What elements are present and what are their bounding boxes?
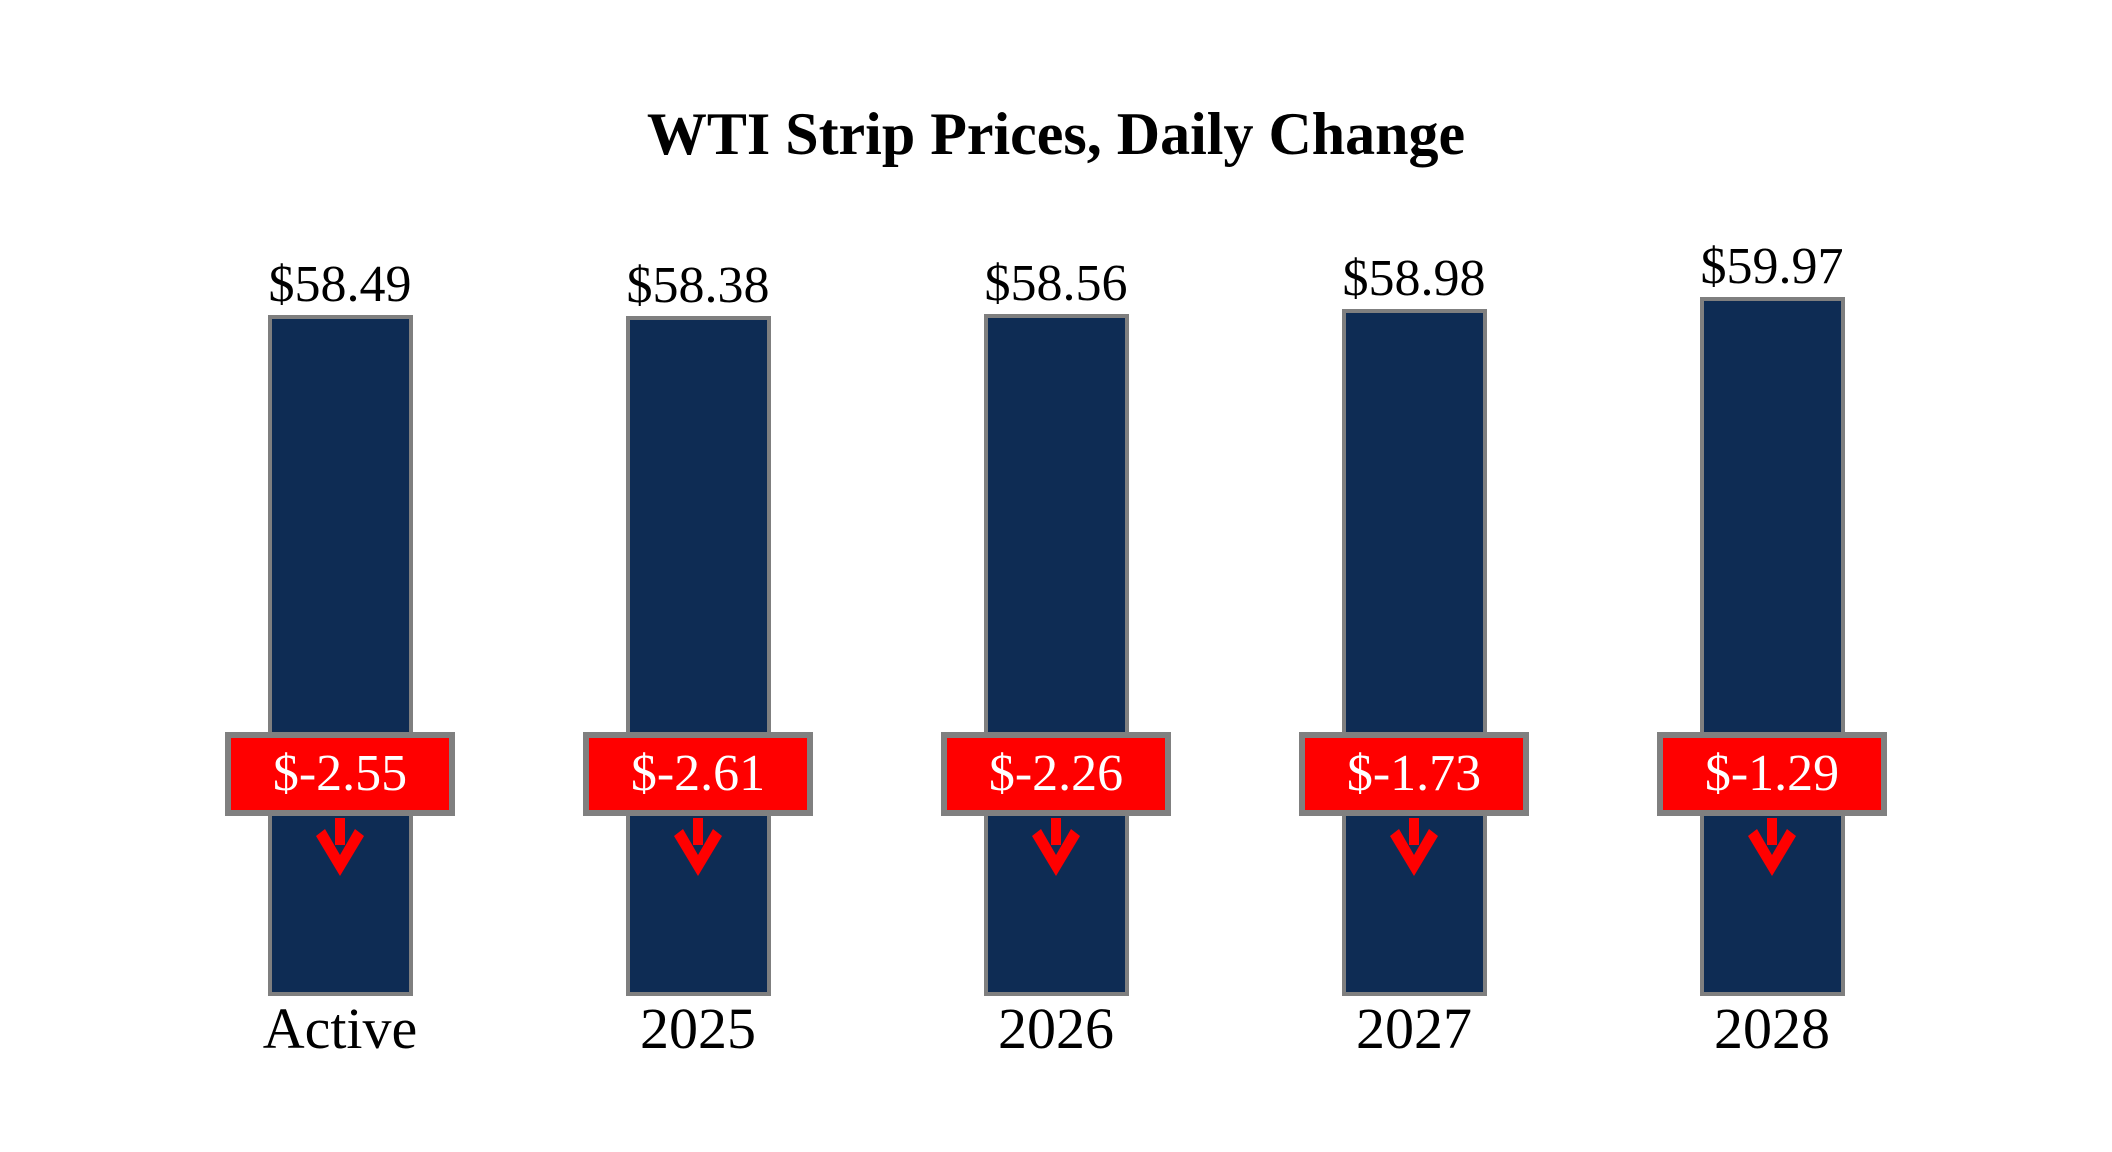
- category-label: Active: [262, 996, 418, 1061]
- change-label: $-2.26: [988, 745, 1124, 802]
- change-label: $-2.55: [272, 745, 408, 802]
- price-label: $59.97: [1700, 238, 1844, 295]
- price-bar: [983, 314, 1129, 996]
- price-label: $58.56: [984, 255, 1128, 312]
- price-label: $58.98: [1342, 250, 1486, 307]
- category-label: 2027: [1356, 996, 1472, 1061]
- change-badge: $-1.29: [1657, 732, 1887, 816]
- change-label: $-1.29: [1704, 745, 1840, 802]
- chart-title: WTI Strip Prices, Daily Change: [646, 101, 1466, 167]
- column-2026: $58.56 $-2.26 2026: [877, 0, 1235, 1058]
- price-bar: [625, 316, 771, 996]
- category-label: 2028: [1714, 996, 1830, 1061]
- down-arrow-icon: [674, 818, 722, 876]
- column-2028: $59.97 $-1.29 2028: [1593, 0, 1951, 1058]
- column-2025: $58.38 $-2.61 2025: [519, 0, 877, 1058]
- category-label: 2026: [998, 996, 1114, 1061]
- down-arrow-icon: [316, 818, 364, 876]
- change-badge: $-1.73: [1299, 732, 1529, 816]
- price-bar: [267, 315, 413, 996]
- change-label: $-2.61: [630, 745, 766, 802]
- down-arrow-icon: [1748, 818, 1796, 876]
- change-label: $-1.73: [1346, 745, 1482, 802]
- column-2027: $58.98 $-1.73 2027: [1235, 0, 1593, 1058]
- down-arrow-icon: [1390, 818, 1438, 876]
- change-badge: $-2.61: [583, 732, 813, 816]
- price-label: $58.38: [626, 257, 770, 314]
- category-label: 2025: [640, 996, 756, 1061]
- column-active: $58.49 $-2.55 Active: [161, 0, 519, 1058]
- change-badge: $-2.26: [941, 732, 1171, 816]
- price-bar: [1341, 309, 1487, 996]
- down-arrow-icon: [1032, 818, 1080, 876]
- price-bar: [1699, 297, 1845, 996]
- change-badge: $-2.55: [225, 732, 455, 816]
- price-label: $58.49: [268, 256, 412, 313]
